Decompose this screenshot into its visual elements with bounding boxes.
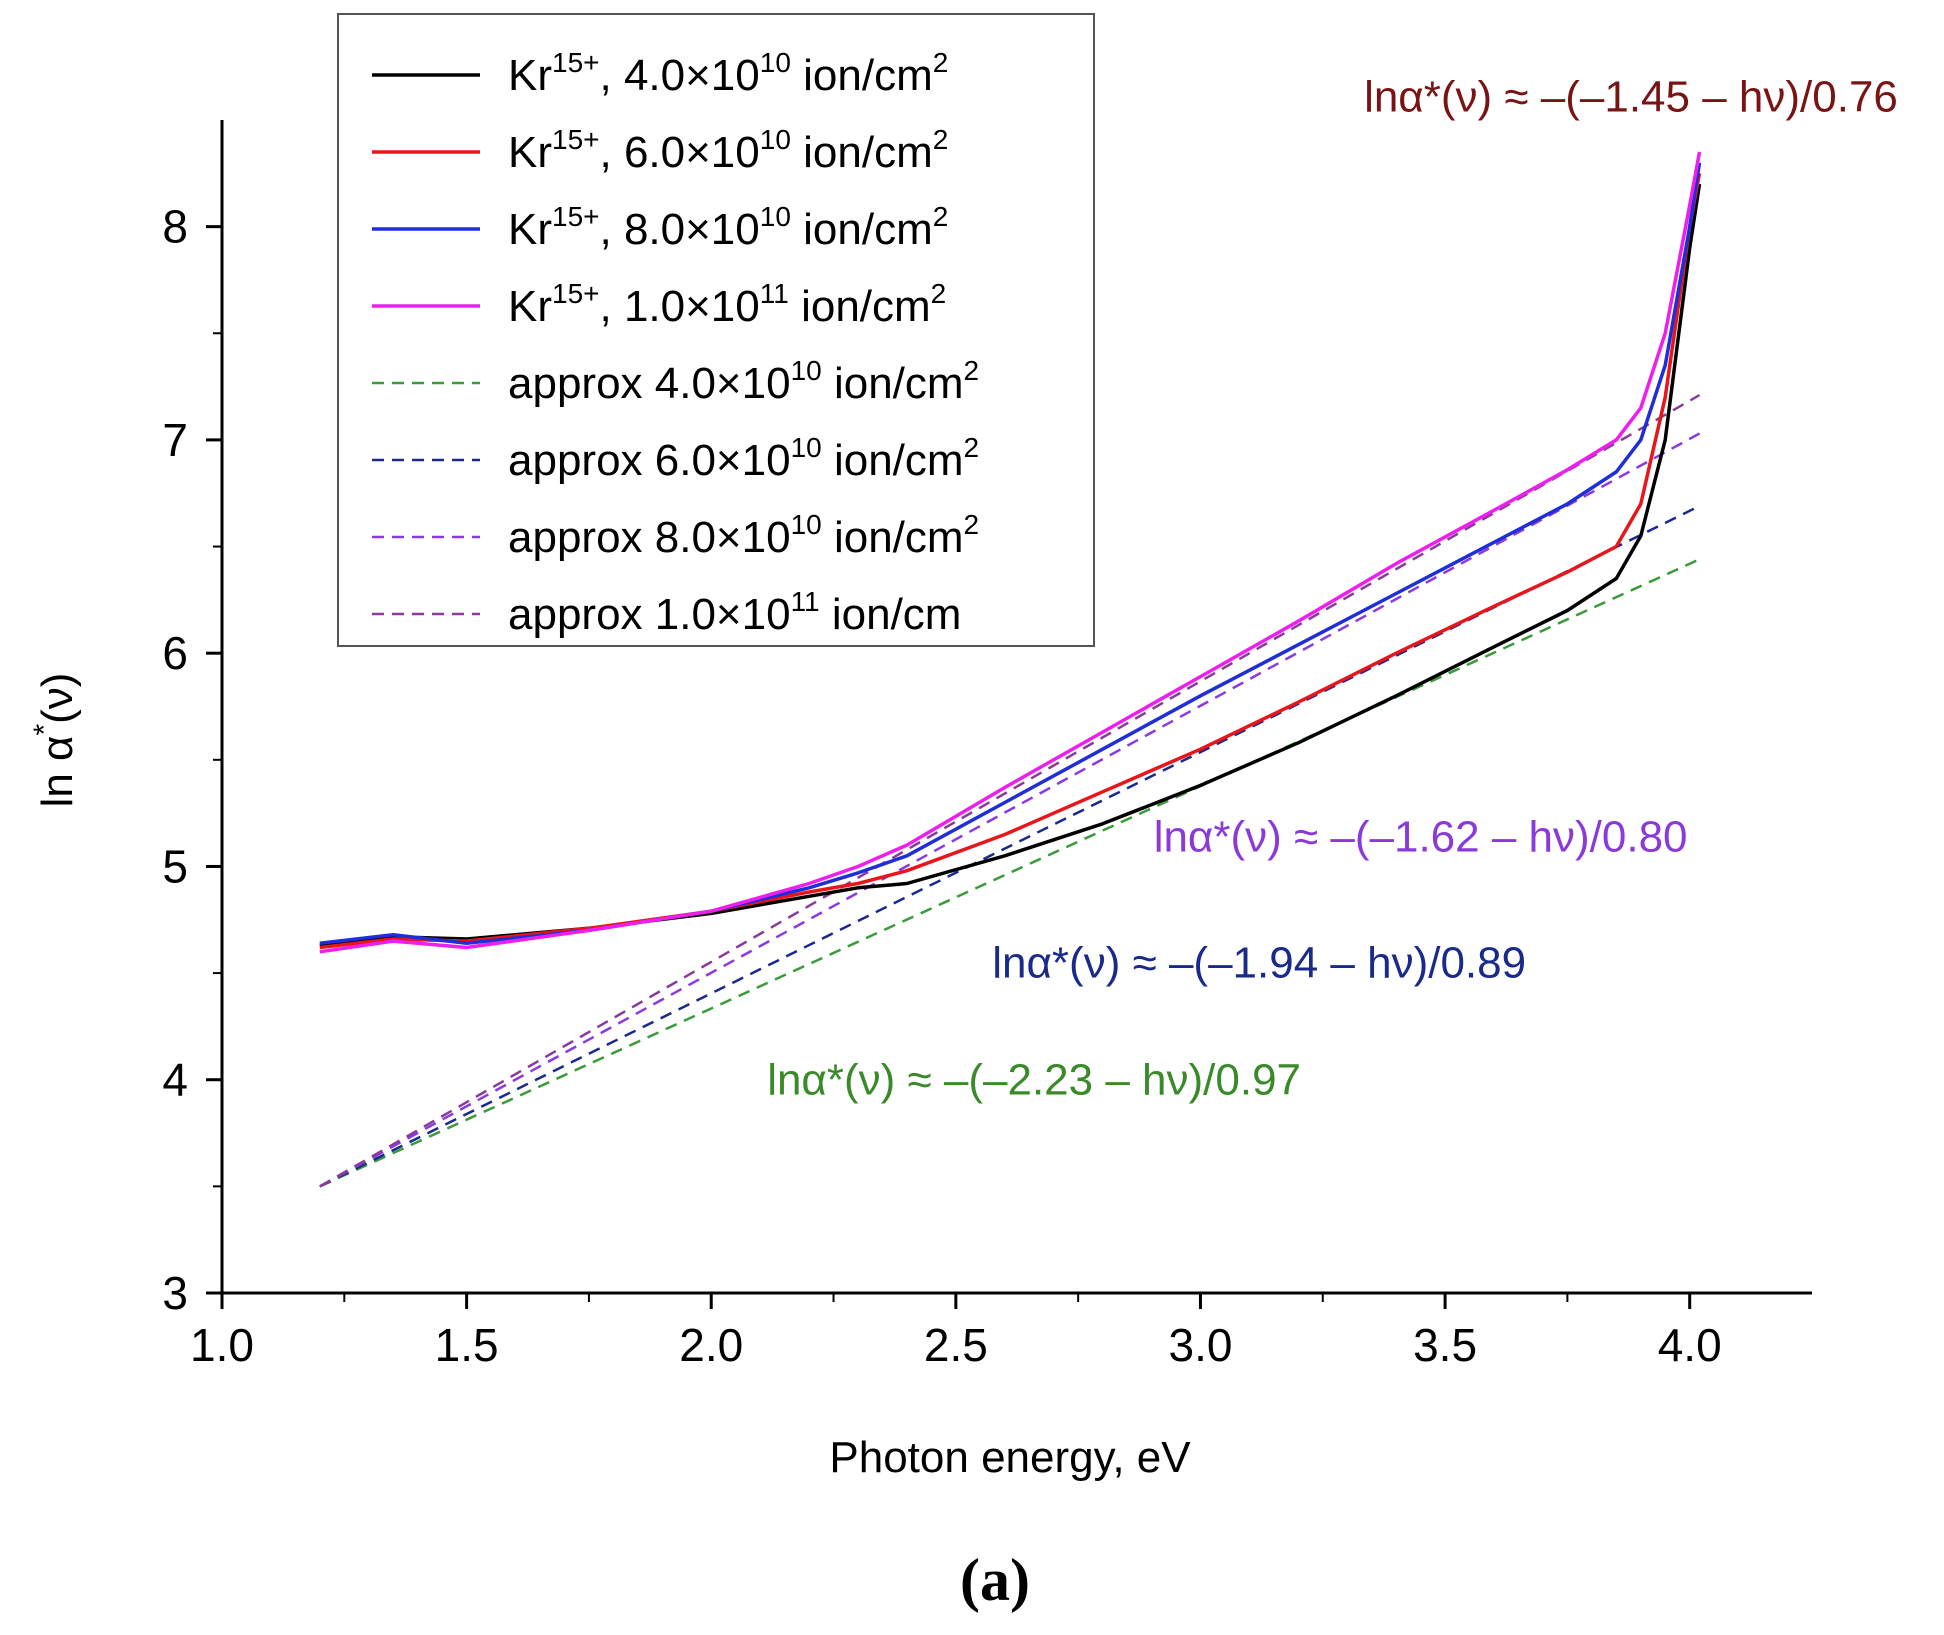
- legend-label-2: Kr15+, 6.0×1010 ion/cm2: [508, 124, 948, 177]
- annotation-3: lnα*(ν) ≈ –(–1.94 – hν)/0.89: [992, 938, 1526, 987]
- x-axis-label: Photon energy, eV: [829, 1433, 1191, 1482]
- axes: 1.0 1.5 2.0 2.5 3.0 3.5 4.0 3 4 5 6 7 8: [162, 120, 1812, 1371]
- legend-label-1: Kr15+, 4.0×1010 ion/cm2: [508, 47, 948, 100]
- y-tick-label: 5: [162, 840, 188, 892]
- series-line-8: [319, 394, 1701, 1188]
- series-line-7: [319, 432, 1701, 1188]
- legend-label-8: approx 1.0×1011 ion/cm: [508, 586, 961, 639]
- legend-label-6: approx 6.0×1010 ion/cm2: [508, 432, 979, 485]
- x-tick-label: 3.5: [1413, 1319, 1477, 1371]
- panel-label: (a): [960, 1547, 1030, 1613]
- x-tick-label: 3.0: [1168, 1319, 1232, 1371]
- y-axis-label-main: ln α: [33, 736, 82, 808]
- x-tick-label: 2.5: [924, 1319, 988, 1371]
- series-line-4: [319, 151, 1702, 954]
- annotation-1: lnα*(ν) ≈ –(–1.45 – hν)/0.76: [1364, 72, 1898, 121]
- y-tick-label: 7: [162, 414, 188, 466]
- annotation-2: lnα*(ν) ≈ –(–1.62 – hν)/0.80: [1154, 813, 1688, 862]
- x-tick-label: 2.0: [679, 1319, 743, 1371]
- y-axis-label: ln α*(ν): [28, 673, 82, 808]
- series-line-5: [319, 558, 1701, 1188]
- x-tick-label: 1.5: [435, 1319, 499, 1371]
- legend: Kr15+, 4.0×1010 ion/cm2 Kr15+, 6.0×1010 i…: [337, 13, 1095, 647]
- annotation-4: lnα*(ν) ≈ –(–2.23 – hν)/0.97: [767, 1056, 1301, 1105]
- y-axis-label-sup: *: [28, 724, 61, 736]
- y-tick-label: 4: [162, 1054, 188, 1106]
- annotations: lnα*(ν) ≈ –(–1.45 – hν)/0.76 lnα*(ν) ≈ –(…: [767, 72, 1898, 1104]
- legend-label-3: Kr15+, 8.0×1010 ion/cm2: [508, 201, 948, 254]
- legend-label-4: Kr15+, 1.0×1011 ion/cm2: [508, 278, 946, 331]
- legend-label-5: approx 4.0×1010 ion/cm2: [508, 355, 979, 408]
- plot-area: [319, 151, 1702, 1188]
- legend-box: [337, 13, 1095, 647]
- legend-label-7: approx 8.0×1010 ion/cm2: [508, 509, 979, 562]
- x-tick-label: 4.0: [1658, 1319, 1722, 1371]
- x-tick-label: 1.0: [190, 1319, 254, 1371]
- y-tick-label: 3: [162, 1267, 188, 1319]
- y-axis-label-tail: (ν): [33, 673, 82, 724]
- y-tick-label: 6: [162, 627, 188, 679]
- y-tick-label: 8: [162, 201, 188, 253]
